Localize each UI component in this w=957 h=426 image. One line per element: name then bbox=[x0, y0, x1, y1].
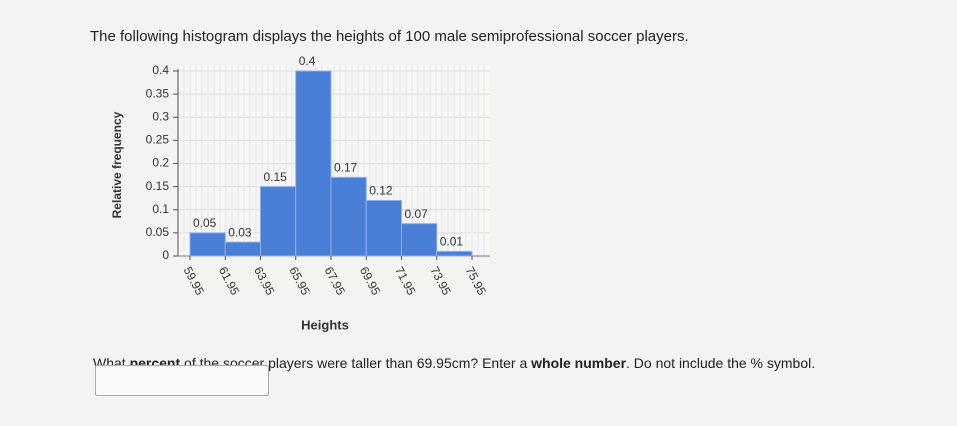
intro-text: The following histogram displays the hei… bbox=[90, 28, 689, 45]
bar bbox=[224, 241, 261, 257]
value-label: 0.05 bbox=[193, 216, 217, 230]
y-tick-label: 0.4 bbox=[152, 63, 169, 77]
x-tick-label: 67.95 bbox=[322, 264, 349, 297]
x-axis-label: Heights bbox=[301, 317, 349, 332]
y-tick-label: 0.25 bbox=[146, 133, 170, 147]
value-label: 0.07 bbox=[405, 207, 429, 221]
question-part: of the soccer players were taller than 6… bbox=[180, 355, 532, 371]
bar bbox=[365, 200, 402, 257]
answer-input[interactable] bbox=[95, 365, 269, 396]
x-tick-label: 73.95 bbox=[427, 264, 454, 297]
value-label: 0.15 bbox=[264, 170, 288, 184]
bar bbox=[260, 186, 297, 257]
bar bbox=[330, 176, 367, 257]
x-tick-label: 59.95 bbox=[181, 264, 208, 297]
value-label: 0.17 bbox=[334, 161, 358, 175]
x-tick-label: 75.95 bbox=[463, 264, 490, 297]
value-label: 0.03 bbox=[228, 225, 252, 239]
y-tick-label: 0.05 bbox=[146, 225, 170, 239]
y-tick-label: 0.3 bbox=[152, 109, 169, 123]
value-label: 0.4 bbox=[299, 54, 316, 68]
y-tick-label: 0.1 bbox=[152, 202, 169, 216]
question-emphasis: whole number bbox=[531, 355, 627, 371]
value-label: 0.01 bbox=[440, 235, 464, 249]
x-tick-label: 65.95 bbox=[286, 264, 313, 297]
question-part: . Do not include the % symbol. bbox=[626, 355, 816, 371]
x-tick-label: 71.95 bbox=[392, 264, 419, 297]
y-tick-label: 0.2 bbox=[152, 156, 169, 170]
x-tick-label: 63.95 bbox=[251, 264, 278, 297]
bar bbox=[401, 223, 438, 257]
y-axis-label: Relative frequency bbox=[110, 111, 124, 218]
bar bbox=[295, 70, 332, 257]
value-label: 0.12 bbox=[369, 184, 393, 198]
x-tick-label: 61.95 bbox=[216, 264, 243, 297]
x-tick-label: 69.95 bbox=[357, 264, 384, 297]
bar bbox=[189, 232, 226, 257]
bar bbox=[436, 250, 473, 257]
y-tick-label: 0.35 bbox=[146, 86, 170, 100]
y-tick-label: 0 bbox=[162, 248, 169, 262]
y-tick-label: 0.15 bbox=[146, 179, 170, 193]
